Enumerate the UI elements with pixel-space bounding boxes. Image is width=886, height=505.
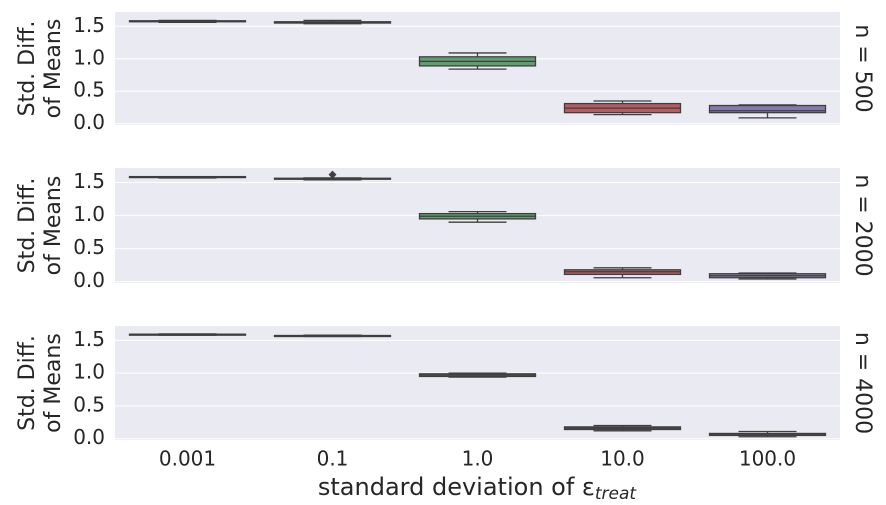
box-group (128, 333, 247, 336)
y-axis-label: Std. Diff. (15, 335, 40, 431)
y-tick-label: 1.0 (73, 45, 105, 69)
x-axis-label-subscript: treat (595, 484, 638, 504)
y-tick-label: 0.5 (73, 392, 105, 416)
y-axis-label: Std. Diff. (15, 178, 40, 274)
y-axis-label: of Means (41, 333, 66, 433)
y-tick-label: 1.5 (73, 13, 105, 37)
facet-label: n = 4000 (850, 332, 875, 434)
y-tick-label: 0.0 (73, 110, 105, 134)
y-axis-label: Std. Diff. (15, 21, 40, 117)
x-tick-label: 1.0 (462, 447, 494, 471)
box-group (273, 170, 392, 181)
facet-label: n = 2000 (850, 174, 875, 276)
y-tick-label: 0.5 (73, 78, 105, 102)
plot-background (115, 326, 840, 440)
box-group (128, 19, 247, 24)
box-group (128, 175, 247, 179)
facet-label: n = 500 (850, 24, 875, 112)
box-group (273, 19, 392, 25)
box-group (418, 210, 537, 223)
box (708, 104, 827, 114)
x-tick-label: 10.0 (600, 447, 645, 471)
box-group (708, 272, 827, 280)
x-axis-label-main: standard deviation of ε (318, 473, 595, 501)
box-group (563, 424, 682, 432)
box-group (273, 334, 392, 338)
plot-background (115, 168, 840, 283)
y-tick-label: 1.5 (73, 327, 105, 351)
x-tick-label: 0.001 (159, 447, 216, 471)
y-axis-label: of Means (41, 19, 66, 119)
box-group (708, 430, 827, 438)
box-group (563, 267, 682, 279)
y-tick-label: 1.0 (73, 202, 105, 226)
x-tick-label: 0.1 (317, 447, 349, 471)
box-group (708, 104, 827, 119)
y-axis-label: of Means (41, 176, 66, 276)
outlier (328, 170, 337, 179)
x-axis-label: standard deviation of εtreat (318, 473, 638, 504)
box-group (418, 372, 537, 378)
y-tick-label: 0.0 (73, 268, 105, 292)
y-tick-label: 0.5 (73, 235, 105, 259)
box-group (563, 100, 682, 116)
y-tick-label: 1.5 (73, 169, 105, 193)
y-tick-label: 0.0 (73, 425, 105, 449)
y-tick-label: 1.0 (73, 360, 105, 384)
box-group (418, 52, 537, 70)
x-tick-label: 100.0 (739, 447, 796, 471)
